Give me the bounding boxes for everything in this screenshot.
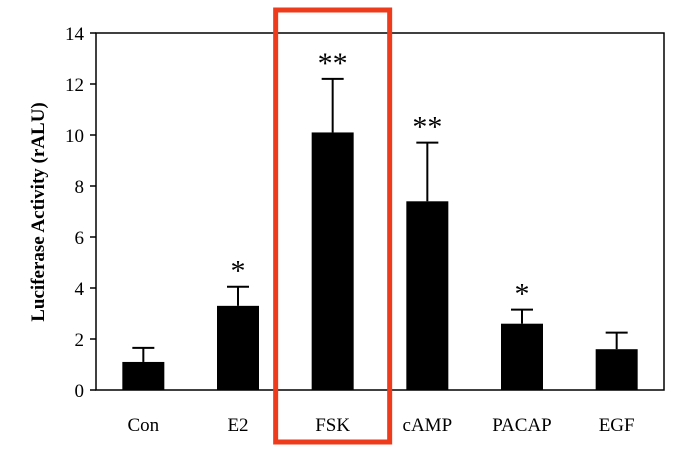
y-tick-label: 12 <box>65 75 84 96</box>
bars: ****** <box>122 47 638 390</box>
bar-con <box>122 361 165 390</box>
bar-pacap <box>501 323 543 390</box>
x-tick-label: EGF <box>599 415 635 436</box>
bar-egf <box>595 349 638 390</box>
y-axis-label: Luciferase Activity (rALU) <box>28 102 49 322</box>
x-tick-label: Con <box>127 415 159 436</box>
x-axis: Con E2 FSK cAMP PACAP EGF <box>127 415 634 436</box>
y-tick-label: 8 <box>75 177 85 198</box>
x-tick-label: cAMP <box>403 415 453 436</box>
plot-frame <box>95 32 665 391</box>
y-tick-label: 4 <box>75 279 85 300</box>
bar-camp <box>406 201 449 390</box>
y-tick-label: 0 <box>75 381 85 402</box>
x-tick-label: E2 <box>227 415 248 436</box>
highlight-layer <box>273 7 393 445</box>
bar-e2 <box>217 305 259 390</box>
y-tick-label: 14 <box>65 24 85 45</box>
significance-marker: * <box>515 278 530 311</box>
y-axis: 0 2 4 6 8 10 12 14 <box>65 24 96 402</box>
significance-marker: ** <box>412 111 442 144</box>
bar-fsk <box>311 132 354 390</box>
highlight-box <box>273 7 393 445</box>
x-tick-label: PACAP <box>492 415 552 436</box>
y-tick-label: 6 <box>75 228 85 249</box>
x-tick-label: FSK <box>315 415 350 436</box>
y-tick-label: 10 <box>65 126 84 147</box>
significance-marker: ** <box>318 47 348 80</box>
significance-marker: * <box>231 255 246 288</box>
y-tick-label: 2 <box>75 330 85 351</box>
